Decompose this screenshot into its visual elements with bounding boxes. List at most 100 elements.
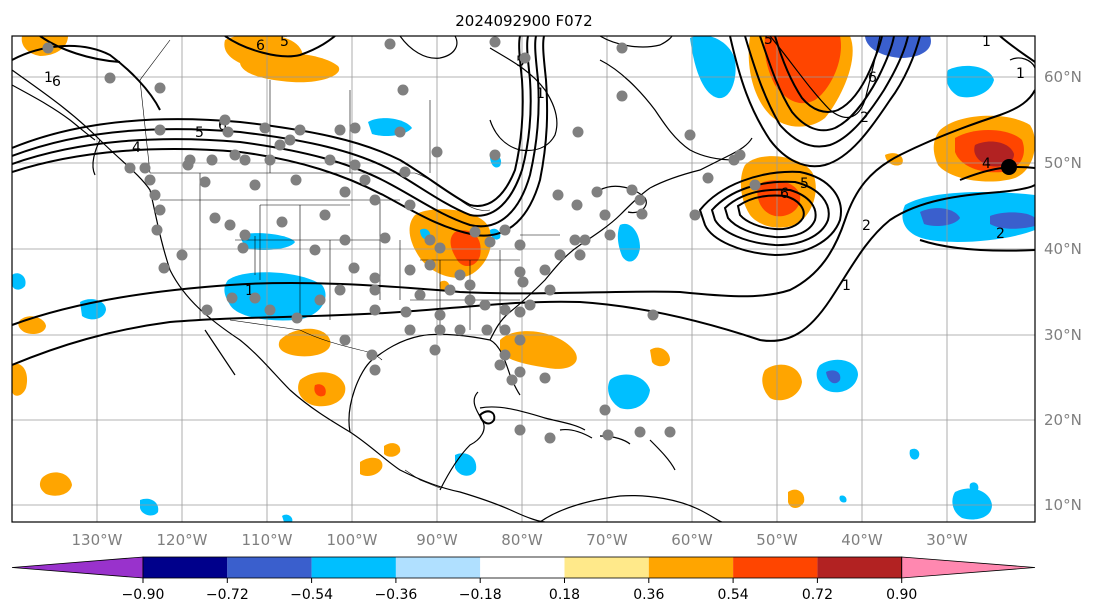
lon-label: 90°W <box>416 531 458 549</box>
station-marker <box>284 134 296 146</box>
station-marker <box>158 262 170 274</box>
station-marker <box>176 249 188 261</box>
contour-label: 2 <box>862 218 871 234</box>
station-marker <box>237 242 249 254</box>
station-marker <box>42 42 54 54</box>
colorbar-segment <box>564 557 649 578</box>
station-marker <box>506 374 518 386</box>
station-marker <box>579 234 591 246</box>
contour-label: 5 <box>280 34 289 50</box>
station-marker <box>689 209 701 221</box>
station-marker <box>484 236 496 248</box>
contour-label: 6 <box>868 70 877 86</box>
station-marker <box>602 429 614 441</box>
station-marker <box>514 266 526 278</box>
station-marker <box>554 249 566 261</box>
station-marker <box>314 294 326 306</box>
station-marker <box>489 36 501 48</box>
station-marker <box>519 52 531 64</box>
station-marker <box>591 186 603 198</box>
colorbar-segment <box>480 557 565 578</box>
colorbar-segment <box>395 557 481 578</box>
station-marker <box>514 239 526 251</box>
station-marker <box>616 42 628 54</box>
station-marker <box>226 292 238 304</box>
station-marker <box>249 179 261 191</box>
map-frame <box>11 35 1036 523</box>
colorbar-tick-label: −0.18 <box>459 587 502 603</box>
station-marker <box>424 259 436 271</box>
contour-label: 6 <box>780 186 789 202</box>
station-marker <box>206 154 218 166</box>
colorbar-tick-label: 0.54 <box>718 587 749 603</box>
lon-label: 80°W <box>501 531 543 549</box>
colorbar-segment <box>817 557 902 578</box>
station-marker <box>544 432 556 444</box>
station-marker <box>424 234 436 246</box>
station-marker <box>294 124 306 136</box>
station-marker <box>339 234 351 246</box>
station-marker <box>139 162 151 174</box>
station-marker <box>384 38 396 50</box>
station-marker <box>239 154 251 166</box>
contour-label: 1 <box>1016 66 1025 82</box>
station-marker <box>369 304 381 316</box>
station-marker <box>397 84 409 96</box>
station-marker <box>664 426 676 438</box>
station-marker <box>349 122 361 134</box>
lat-label: 40°N <box>1044 240 1082 258</box>
station-marker <box>552 189 564 201</box>
station-marker <box>634 194 646 206</box>
station-marker <box>369 284 381 296</box>
station-marker <box>514 334 526 346</box>
station-marker <box>154 204 166 216</box>
station-marker <box>264 304 276 316</box>
station-marker <box>434 242 446 254</box>
station-marker <box>259 122 271 134</box>
storm-center-marker <box>1001 159 1017 175</box>
station-marker <box>154 124 166 136</box>
station-marker <box>199 176 211 188</box>
contour-label: 4 <box>982 156 991 172</box>
station-marker <box>636 208 648 220</box>
station-marker <box>334 284 346 296</box>
station-marker <box>429 344 441 356</box>
station-marker <box>144 174 156 186</box>
station-marker <box>574 249 586 261</box>
station-markers <box>42 36 761 444</box>
lon-label: 50°W <box>756 531 798 549</box>
station-marker <box>334 124 346 136</box>
station-marker <box>514 424 526 436</box>
station-marker <box>274 139 286 151</box>
station-marker <box>222 126 234 138</box>
station-marker <box>369 194 381 206</box>
colorbar-tick-label: −0.36 <box>374 587 417 603</box>
station-marker <box>239 229 251 241</box>
station-marker <box>209 212 221 224</box>
contour-label-group: 1 2 5 6 5 6 4 1 2 5 6 1 6 5 1 1 2 1 5 6 … <box>44 32 1025 299</box>
colorbar-tick-label: −0.72 <box>206 587 249 603</box>
colorbar-segment <box>733 557 818 578</box>
station-marker <box>464 279 476 291</box>
station-marker <box>369 272 381 284</box>
station-marker <box>399 166 411 178</box>
contour-label: 1 <box>245 283 254 299</box>
station-marker <box>494 359 506 371</box>
station-marker <box>369 364 381 376</box>
station-marker <box>749 179 761 191</box>
station-marker <box>524 299 536 311</box>
colorbar-extend-high <box>901 556 1036 579</box>
station-marker <box>431 146 443 158</box>
station-marker <box>499 324 511 336</box>
station-marker <box>539 264 551 276</box>
station-marker <box>434 324 446 336</box>
latitude-axis: 60°N 50°N 40°N 30°N 20°N 10°N <box>1044 68 1082 514</box>
station-marker <box>454 324 466 336</box>
contour-label: 5 <box>764 32 773 48</box>
lon-label: 70°W <box>586 531 628 549</box>
station-marker <box>149 189 161 201</box>
station-marker <box>599 209 611 221</box>
colorbar-tick-label: 0.36 <box>633 587 664 603</box>
contour-label: 1 <box>982 34 991 50</box>
lon-label: 110°W <box>242 531 293 549</box>
